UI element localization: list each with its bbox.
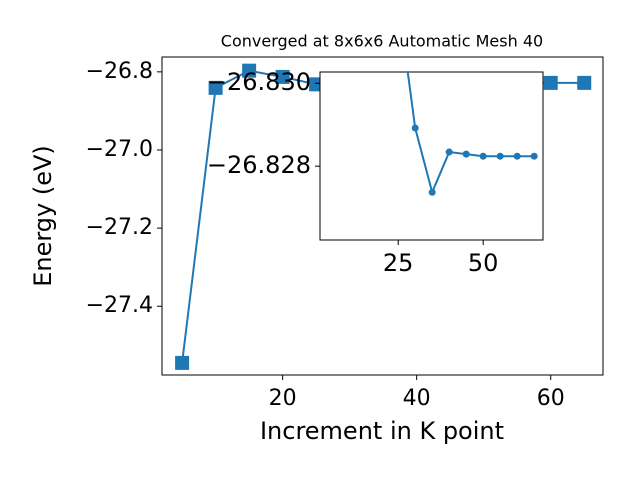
marker [411,124,419,132]
marker [242,63,257,78]
marker [275,69,290,84]
y-tick-label: −26.828 [207,151,311,179]
x-tick-label: 40 [403,386,431,411]
x-tick-label: 25 [383,249,414,277]
marker [513,152,521,160]
marker [543,75,558,90]
x-tick-label: 60 [537,386,565,411]
marker [462,150,470,158]
marker [208,80,223,95]
chart-title: Converged at 8x6x6 Automatic Mesh 40 [221,32,543,51]
y-tick-label: −27.0 [86,137,153,162]
y-tick-label: −26.830 [207,68,311,96]
x-tick-label: 50 [468,249,499,277]
y-tick-label: −27.2 [86,215,153,240]
y-tick-label: −26.8 [86,59,153,84]
marker [577,75,592,90]
x-axis-label: Increment in K point [260,417,504,445]
marker [496,152,504,160]
y-axis-label: Energy (eV) [29,145,57,287]
marker [175,355,190,370]
marker [395,0,402,4]
marker [445,148,453,156]
marker [479,152,487,160]
series [395,0,538,196]
x-tick-label: 20 [269,386,297,411]
y-tick-label: −27.4 [86,293,153,318]
marker [428,188,436,196]
marker [530,152,538,160]
